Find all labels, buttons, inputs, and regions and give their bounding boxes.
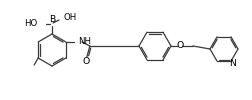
Text: O: O: [176, 42, 184, 50]
Text: OH: OH: [63, 14, 76, 22]
Text: N: N: [230, 59, 236, 68]
Text: NH: NH: [78, 36, 91, 46]
Text: O: O: [82, 56, 89, 66]
Text: HO: HO: [24, 20, 37, 28]
Text: B: B: [49, 15, 55, 24]
